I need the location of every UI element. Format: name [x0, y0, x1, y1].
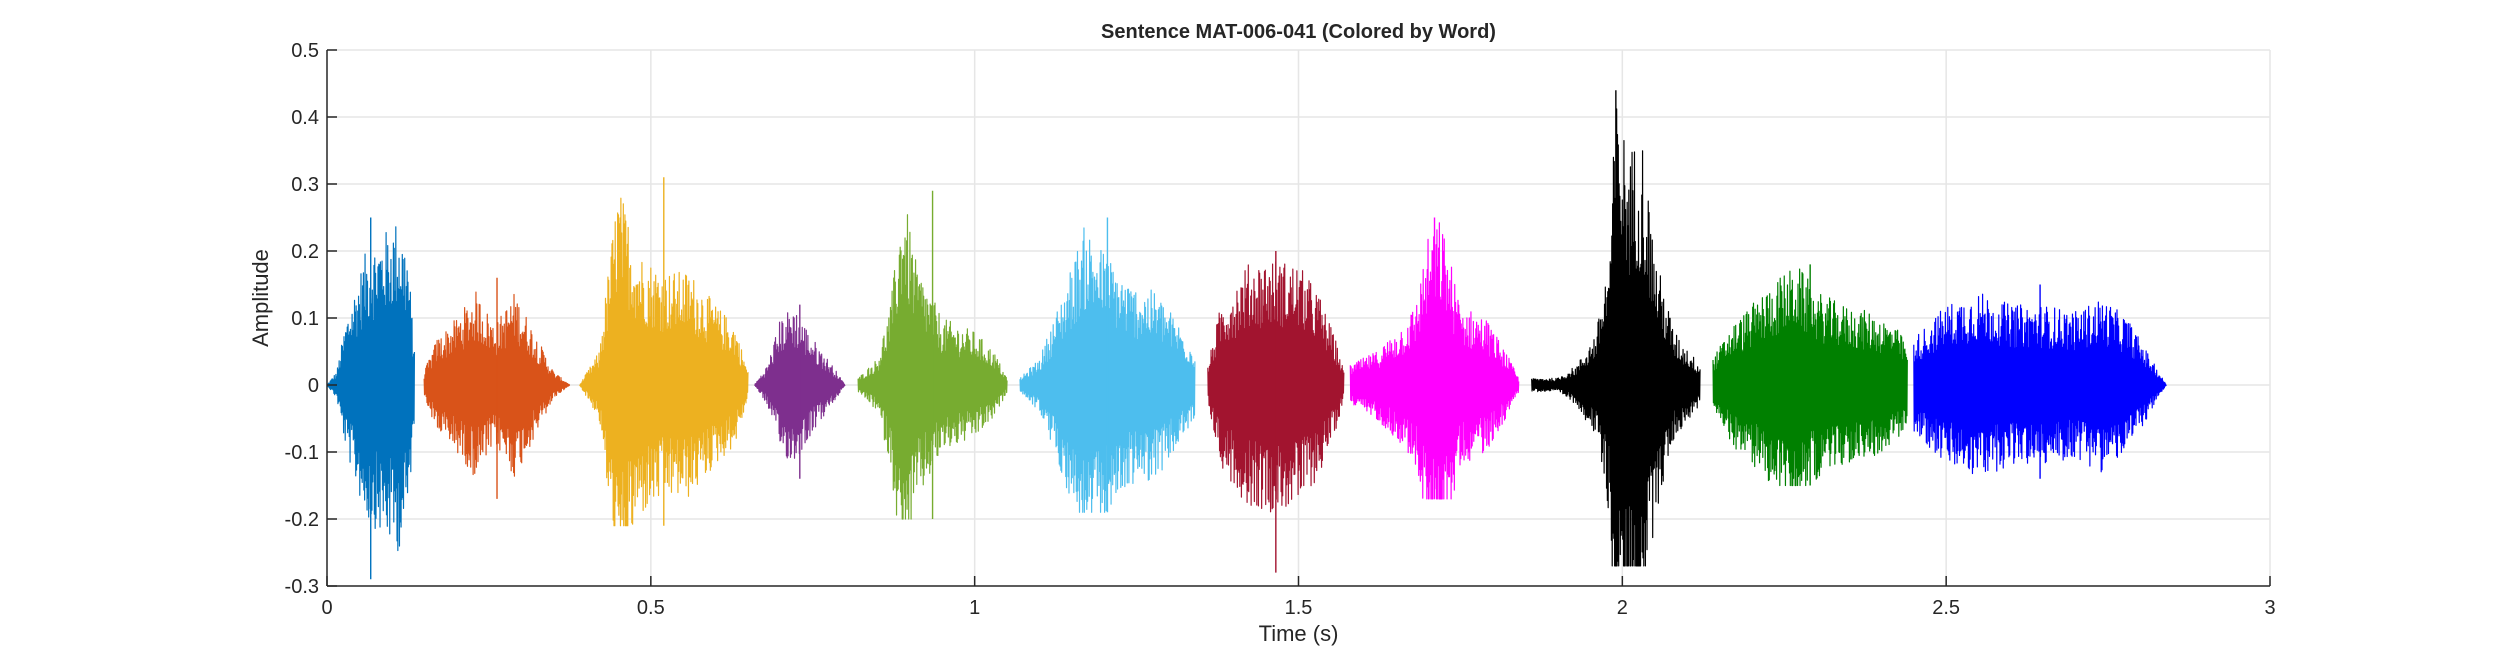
- y-tick-label: -0.1: [285, 442, 319, 464]
- x-axis-label: Time (s): [1259, 621, 1339, 646]
- x-tick-label: 1: [969, 597, 980, 619]
- tick-labels: 0 0.5 1 1.5 2 2.5 3 -0.3 -0.2 -0.1 0 0.1 0.2 0.3 0.4 0.…: [285, 40, 2276, 619]
- waveform-series: [326, 90, 2167, 580]
- y-tick-label: 0.5: [291, 40, 319, 62]
- y-tick-label: 0.2: [291, 241, 319, 263]
- x-tick-label: 0: [321, 597, 332, 619]
- y-axis-label: Amplitude: [248, 249, 273, 347]
- y-tick-label: -0.2: [285, 509, 319, 531]
- x-tick-label: 0.5: [637, 597, 665, 619]
- y-tick-label: 0.1: [291, 308, 319, 330]
- y-tick-label: 0.3: [291, 174, 319, 196]
- x-tick-label: 2.5: [1932, 597, 1960, 619]
- y-tick-label: 0.4: [291, 107, 319, 129]
- x-tick-label: 3: [2264, 597, 2275, 619]
- x-tick-label: 1.5: [1285, 597, 1313, 619]
- grid: [327, 49, 2271, 586]
- x-tick-label: 2: [1617, 597, 1628, 619]
- chart-title: Sentence MAT-006-041 (Colored by Word): [1101, 21, 1496, 43]
- y-tick-label: -0.3: [285, 576, 319, 598]
- axes: [326, 49, 2271, 587]
- y-tick-label: 0: [308, 375, 319, 397]
